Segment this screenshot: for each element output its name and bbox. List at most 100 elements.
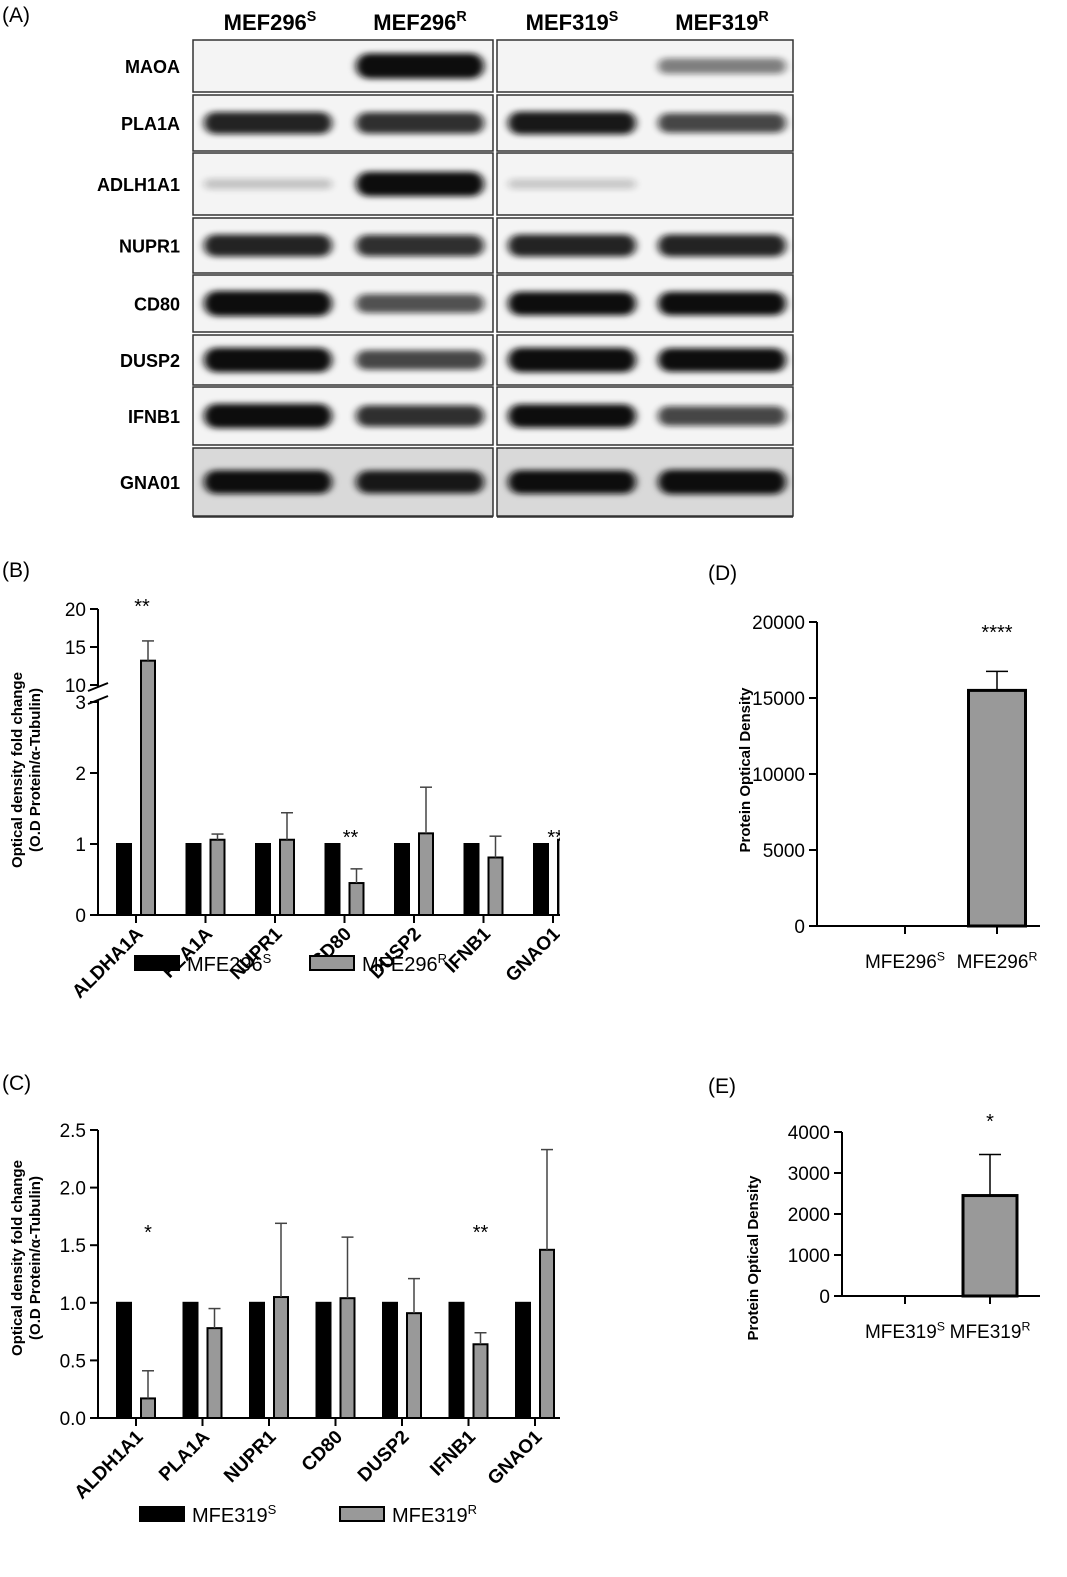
significance-b-aldha1a: ** [134, 596, 150, 618]
blot-row-label-ifnb1: IFNB1 [128, 407, 180, 427]
significance-e-2: * [986, 1111, 994, 1133]
significance-b-gnao1: *** [547, 827, 560, 849]
bar-b-cd80-series-2 [348, 882, 365, 916]
y-tick-label-d-1: 0 [794, 917, 805, 938]
y-tick-label-b-4: 3 [75, 693, 86, 714]
significance-b-cd80: ** [343, 827, 359, 849]
bar-d-2 [967, 688, 1027, 928]
bar-b-cd80-series-1 [324, 843, 341, 916]
x-tick-label-c-ifnb1: IFNB1 [426, 1426, 480, 1480]
significance-d-2: **** [981, 622, 1012, 644]
blot-row-label-cd80: CD80 [134, 295, 180, 315]
blot-band-maoa-lane-2 [356, 53, 484, 79]
x-tick-label-e-1: MFE319S [865, 1319, 945, 1343]
bar-c-pla1a-series-1 [182, 1301, 199, 1419]
bar-b-ifnb1-series-1 [463, 843, 480, 916]
bar-b-pla1a-series-2 [209, 838, 226, 916]
panel-label-a: (A) [2, 4, 30, 27]
x-tick-label-b-gnao1: GNAO1 [502, 923, 560, 986]
y-tick-label-c-5: 2.0 [60, 1179, 86, 1200]
bar-b-nupr1-series-2 [279, 838, 295, 916]
blot-band-ifnb1-lane-1 [204, 403, 332, 429]
panel-e-chart: (E) Protein Optical Density 0 1000 2000 3000 4… [700, 1068, 1067, 1508]
blot-band-maoa-lane-4 [658, 58, 786, 74]
blot-band-cd80-lane-3 [508, 291, 636, 316]
x-tick-label-c-cd80: CD80 [298, 1427, 347, 1476]
bar-c-dusp2-series-1 [382, 1301, 398, 1419]
y-tick-label-d-5: 20000 [752, 613, 805, 634]
panel-b-bar-chart: (B) Optical density fold change(O.D Prote… [2, 559, 593, 1003]
bar-c-nupr1-series-1 [249, 1301, 265, 1419]
x-tick-label-b-ifnb1: IFNB1 [441, 923, 495, 977]
bar-c-ifnb1-series-2 [472, 1343, 489, 1419]
blot-band-nupr1-lane-1 [204, 234, 332, 257]
bar-b-gnao1-series-1 [533, 843, 549, 916]
bar-c-aldh1a1-series-2 [140, 1397, 156, 1419]
bar-b-gnao1-series-2 [557, 838, 573, 916]
bar-c-nupr1-series-2 [273, 1296, 289, 1419]
panel-d-chart: (D) Protein Optical Density 0 5000 10000 1500… [700, 555, 1067, 1015]
bar-c-pla1a-series-2 [206, 1327, 223, 1420]
y-axis-label-d: Protein Optical Density [737, 687, 754, 853]
legend-label-c-1: MFE319S [192, 1502, 277, 1527]
bar-b-ifnb1-series-2 [487, 856, 504, 916]
y-tick-label-b-6: 15 [65, 638, 86, 659]
blot-row-label-dusp2: DUSP2 [120, 351, 180, 371]
bar-b-aldha1a-series-2 [140, 659, 156, 917]
panel-b-chart: (B) Optical density fold change(O.D Prote… [0, 555, 593, 1035]
legend-label-b-2: MFE296R [362, 951, 447, 976]
bar-c-cd80-series-1 [315, 1301, 332, 1419]
y-tick-label-e-5: 4000 [788, 1123, 830, 1144]
x-tick-label-c-gnao1: GNAO1 [484, 1426, 547, 1489]
y-tick-label-c-2: 0.5 [60, 1351, 86, 1372]
blot-band-ifnb1-lane-3 [508, 404, 636, 428]
blot-band-pla1a-lane-4 [658, 113, 786, 133]
panel-c-bar-chart: (C) Optical density fold change(O.D Prote… [2, 1072, 575, 1527]
blot-band-gna01-lane-4 [658, 469, 786, 495]
blot-band-nupr1-lane-2 [356, 234, 484, 257]
blot-row-label-gna01: GNA01 [120, 473, 180, 493]
blot-band-adlh1a1-lane-2 [356, 171, 484, 197]
y-axis-label-e: Protein Optical Density [745, 1175, 762, 1341]
blot-band-pla1a-lane-2 [356, 112, 484, 134]
x-tick-label-d-2: MFE296R [957, 949, 1038, 973]
bar-e-2 [961, 1194, 1019, 1298]
bar-b-pla1a-series-1 [185, 843, 202, 916]
x-tick-label-d-1: MFE296S [865, 949, 945, 973]
y-tick-label-e-4: 3000 [788, 1164, 830, 1185]
x-tick-label-c-nupr1: NUPR1 [220, 1426, 281, 1487]
bar-b-nupr1-series-1 [255, 843, 271, 916]
blot-row-label-pla1a: PLA1A [121, 114, 180, 134]
legend-swatch-b-2 [309, 955, 355, 971]
legend-swatch-c-1 [139, 1506, 185, 1522]
blot-band-cd80-lane-1 [204, 290, 332, 317]
bar-c-aldh1a1-series-1 [116, 1301, 132, 1419]
legend-swatch-c-2 [339, 1506, 385, 1522]
y-tick-label-d-3: 10000 [752, 765, 805, 786]
x-tick-label-c-aldh1a1: ALDH1A1 [71, 1426, 148, 1503]
panel-label-b: (B) [2, 559, 30, 582]
significance-c-ifnb1: ** [473, 1222, 489, 1244]
y-tick-label-d-2: 5000 [763, 841, 805, 862]
blot-band-cd80-lane-4 [658, 291, 786, 316]
blot-band-adlh1a1-lane-1 [204, 178, 332, 190]
western-blot-figure: (A) MEF296S MEF296R MEF319S MEF319R MAOA PLA1… [2, 4, 794, 518]
bar-b-dusp2-series-2 [418, 832, 434, 917]
blot-column-header-2: MEF296R [373, 9, 467, 35]
y-axis-label-b: Optical density fold change(O.D Protein/… [9, 672, 44, 868]
blot-band-dusp2-lane-4 [658, 348, 786, 372]
panel-a-western-blot: (A) MEF296S MEF296R MEF319S MEF319R MAOA PLA1… [0, 0, 1067, 525]
blot-band-dusp2-lane-1 [204, 347, 332, 373]
legend-label-b-1: MFE296S [187, 951, 272, 976]
y-tick-label-e-1: 0 [819, 1287, 830, 1308]
blot-row-label-adlh1a1: ADLH1A1 [97, 175, 180, 195]
y-tick-label-e-3: 2000 [788, 1205, 830, 1226]
y-tick-label-c-4: 1.5 [60, 1236, 86, 1257]
y-tick-label-c-6: 2.5 [60, 1121, 86, 1142]
panel-label-c: (C) [2, 1072, 31, 1095]
y-axis-label-c: Optical density fold change(O.D Protein/… [9, 1160, 44, 1356]
legend-swatch-b-1 [134, 955, 180, 971]
blot-band-dusp2-lane-3 [508, 347, 636, 373]
blot-band-pla1a-lane-3 [508, 111, 636, 135]
blot-column-header-3: MEF319S [526, 9, 619, 35]
